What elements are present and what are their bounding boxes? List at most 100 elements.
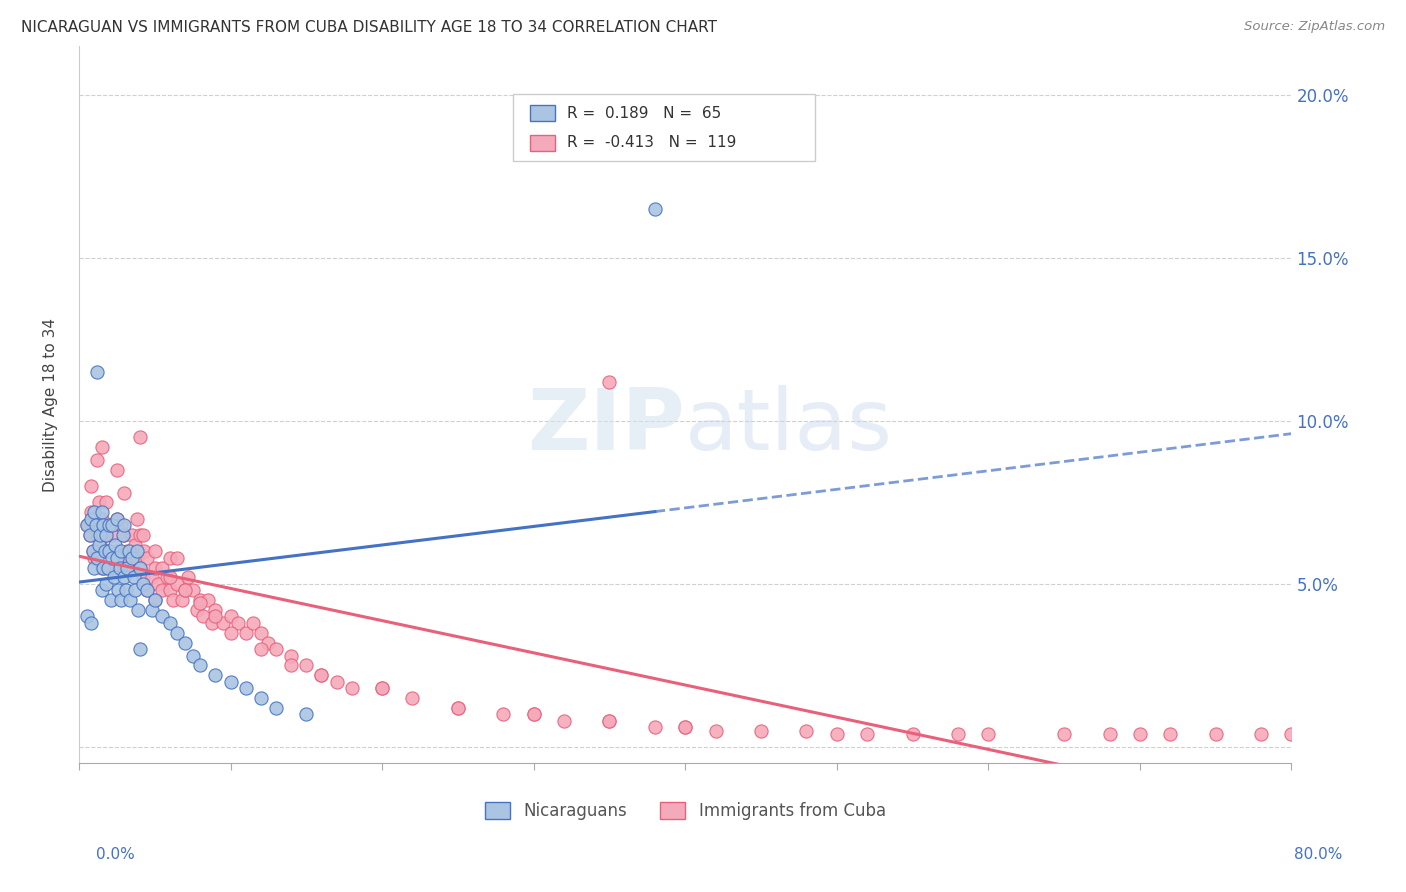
Point <box>83 505 105 519</box>
Point <box>371 681 394 696</box>
Point <box>125 550 148 565</box>
Point <box>340 681 363 696</box>
Point <box>644 202 666 216</box>
Point <box>112 485 135 500</box>
Point <box>128 528 150 542</box>
Point <box>98 544 121 558</box>
Point <box>1053 727 1076 741</box>
Point <box>704 723 727 738</box>
Point <box>84 518 107 533</box>
Point <box>186 603 208 617</box>
Point <box>104 538 127 552</box>
Point <box>79 528 101 542</box>
Point <box>264 642 287 657</box>
Point <box>447 700 470 714</box>
Point <box>159 615 181 630</box>
Point <box>141 603 163 617</box>
Point <box>76 518 98 533</box>
Point <box>89 538 111 552</box>
Point <box>219 625 242 640</box>
Point <box>280 648 302 663</box>
Point <box>235 681 257 696</box>
Point <box>188 593 211 607</box>
Point <box>136 583 159 598</box>
Point <box>295 707 318 722</box>
Point <box>128 560 150 574</box>
Point <box>90 560 112 574</box>
Point <box>93 544 115 558</box>
Point <box>87 495 110 509</box>
Point <box>125 544 148 558</box>
Point <box>143 593 166 607</box>
Point <box>121 550 143 565</box>
Point <box>1098 727 1121 741</box>
Point <box>80 505 103 519</box>
Point <box>159 570 181 584</box>
Y-axis label: Disability Age 18 to 34: Disability Age 18 to 34 <box>44 318 58 491</box>
Point <box>105 463 128 477</box>
Point <box>141 570 163 584</box>
Point <box>91 518 114 533</box>
Point <box>97 560 120 574</box>
Point <box>82 544 104 558</box>
Point <box>181 648 204 663</box>
Point <box>101 560 124 574</box>
Point <box>117 544 139 558</box>
Point <box>146 577 169 591</box>
Point <box>749 723 772 738</box>
Point <box>162 593 184 607</box>
Point <box>166 577 188 591</box>
Point <box>90 512 112 526</box>
Point <box>159 583 181 598</box>
Point <box>96 560 118 574</box>
Text: R =  -0.413   N =  119: R = -0.413 N = 119 <box>567 136 735 150</box>
Point <box>101 528 124 542</box>
Point <box>598 714 620 728</box>
Point <box>96 577 118 591</box>
Point <box>131 570 153 584</box>
Point <box>112 560 135 574</box>
Point <box>105 512 128 526</box>
Point <box>242 615 264 630</box>
Point <box>83 518 105 533</box>
Point <box>128 560 150 574</box>
Point <box>150 583 173 598</box>
Text: atlas: atlas <box>685 384 893 467</box>
Point <box>174 583 197 598</box>
Point <box>219 609 242 624</box>
Point <box>150 609 173 624</box>
Point <box>108 560 131 574</box>
Text: ZIP: ZIP <box>527 384 685 467</box>
Point <box>1205 727 1227 741</box>
Point <box>131 528 153 542</box>
Point <box>122 570 145 584</box>
Point <box>112 528 135 542</box>
Point <box>108 550 131 565</box>
Point <box>117 560 139 574</box>
Point <box>105 544 128 558</box>
Point <box>118 544 141 558</box>
Point <box>825 727 848 741</box>
Point <box>295 658 318 673</box>
Point <box>103 570 125 584</box>
Point <box>143 560 166 574</box>
Point <box>143 544 166 558</box>
Point <box>86 453 108 467</box>
Point <box>96 528 118 542</box>
Point <box>82 544 104 558</box>
Point <box>204 668 226 682</box>
Point <box>112 570 135 584</box>
Point <box>280 658 302 673</box>
Point <box>86 528 108 542</box>
Text: Source: ZipAtlas.com: Source: ZipAtlas.com <box>1244 20 1385 33</box>
Point <box>80 512 103 526</box>
Point <box>101 550 124 565</box>
Point <box>235 625 257 640</box>
Point <box>134 544 156 558</box>
Point <box>80 615 103 630</box>
Point <box>447 700 470 714</box>
Point <box>250 690 273 705</box>
Point <box>946 727 969 741</box>
Point <box>226 615 249 630</box>
Point <box>86 550 108 565</box>
